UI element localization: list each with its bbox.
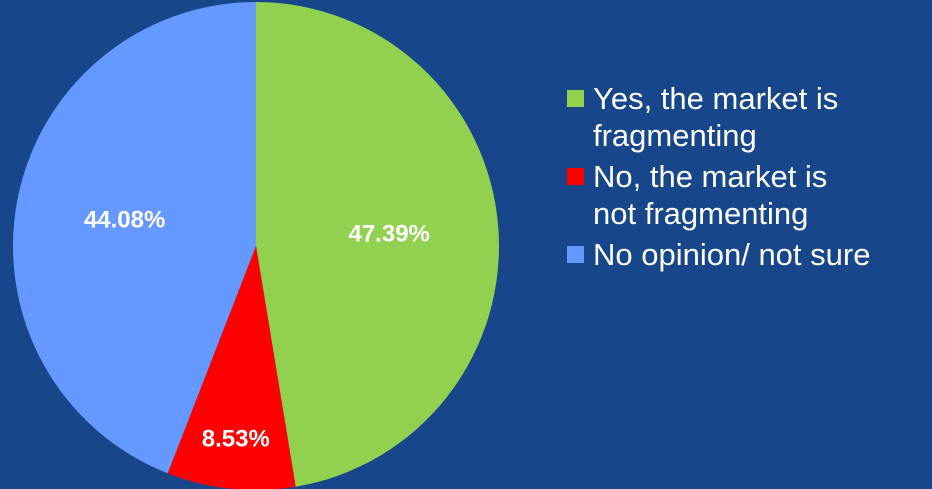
pie-slice-yes [256, 2, 499, 487]
legend-item-no-opinion: No opinion/ not sure [567, 236, 927, 273]
legend-item-yes: Yes, the market is fragmenting [567, 80, 927, 154]
legend-swatch-yes [567, 90, 584, 107]
pie-chart: 47.39% 8.53% 44.08% [13, 2, 499, 489]
pie-label-yes: 47.39% [348, 220, 429, 247]
legend-item-no: No, the market is not fragmenting [567, 158, 927, 232]
pie-label-no-opinion: 44.08% [84, 207, 165, 234]
legend: Yes, the market is fragmenting No, the m… [567, 80, 927, 277]
legend-label-no: No, the market is not fragmenting [593, 159, 828, 231]
pie-label-no: 8.53% [202, 425, 270, 452]
legend-swatch-no [567, 168, 584, 185]
legend-label-no-opinion: No opinion/ not sure [593, 237, 871, 272]
legend-swatch-no-opinion [567, 246, 584, 263]
pie-slice-no-opinion [13, 2, 256, 474]
pie-slice-no [167, 246, 296, 489]
legend-label-yes: Yes, the market is fragmenting [593, 81, 839, 153]
